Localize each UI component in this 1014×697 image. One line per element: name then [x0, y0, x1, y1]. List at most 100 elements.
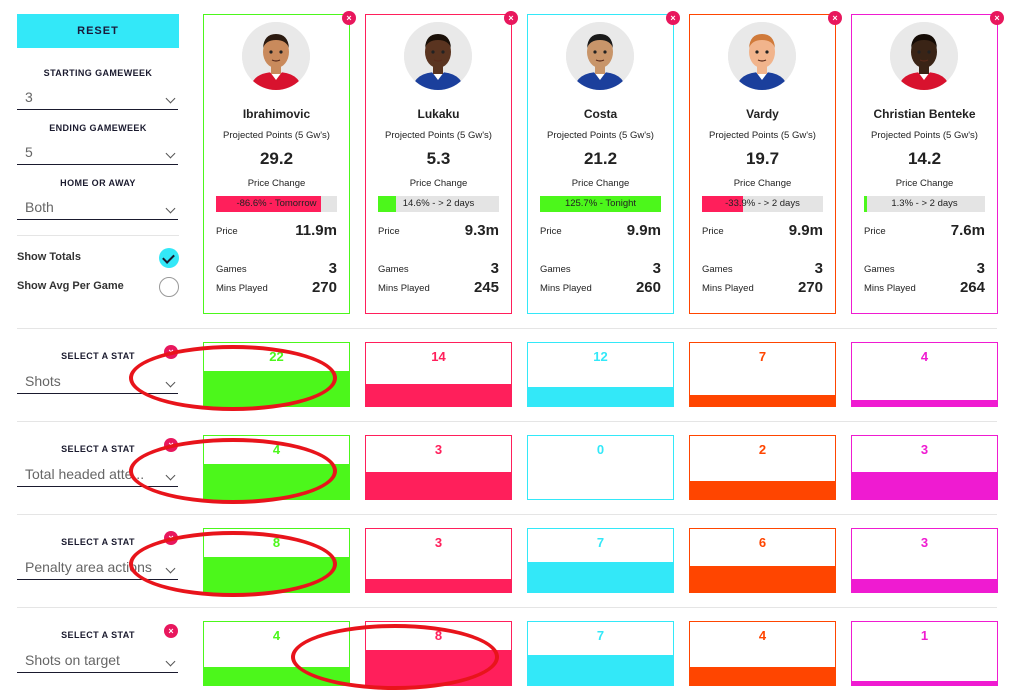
remove-stat-button[interactable]: × [164, 345, 178, 359]
stat-value: 4 [758, 628, 767, 643]
stat-value-box: 4 [851, 342, 998, 407]
ending-gameweek-label: ENDING GAMEWEEK [49, 123, 147, 133]
home-away-select[interactable]: Both [17, 196, 178, 220]
stat-value-box: 2 [689, 435, 836, 500]
reset-button[interactable]: RESET [17, 14, 179, 48]
projected-points-value: 21.2 [583, 149, 618, 168]
stat-value-bar [690, 480, 835, 499]
stat-value-bar [204, 557, 349, 592]
stat-value-box: 4 [689, 621, 836, 686]
remove-player-button[interactable]: × [990, 11, 1004, 25]
price-value: 9.3m [464, 222, 499, 239]
mins-played-value: 270 [311, 279, 337, 296]
stat-value-bar [204, 464, 349, 499]
stat-value-box: 3 [365, 528, 512, 593]
stat-value-bar [528, 387, 673, 406]
player-avatar [890, 22, 958, 90]
price-change-text: 14.6% - > 2 days [402, 198, 475, 209]
stat-select-value: Penalty area actions [25, 559, 152, 575]
stat-value-box: 3 [365, 435, 512, 500]
stat-value: 7 [596, 628, 605, 643]
projected-points-label: Projected Points (5 Gw's) [871, 130, 978, 141]
stat-value-box: 8 [203, 528, 350, 593]
stat-value-box: 12 [527, 342, 674, 407]
stat-value-bar [528, 654, 673, 685]
player-card: Costa Projected Points (5 Gw's) 21.2 Price … [527, 14, 674, 314]
price-change-label: Price Change [247, 178, 306, 189]
price-value: 9.9m [626, 222, 661, 239]
stat-value-bar [366, 578, 511, 592]
player-avatar [728, 22, 796, 90]
stat-value-box: 8 [365, 621, 512, 686]
projected-points-value: 14.2 [907, 149, 942, 168]
mins-played-label: Mins Played [864, 283, 916, 294]
stat-value-bar [366, 471, 511, 499]
player-avatar [242, 22, 310, 90]
price-change-label: Price Change [571, 178, 630, 189]
player-avatar [404, 22, 472, 90]
stat-select[interactable]: Shots [17, 370, 178, 394]
home-away-value: Both [25, 199, 54, 215]
projected-points-value: 29.2 [259, 149, 294, 168]
remove-player-button[interactable]: × [342, 11, 356, 25]
price-change-fill [378, 196, 397, 212]
player-name: Costa [583, 107, 618, 121]
stat-value-box: 4 [203, 621, 350, 686]
stat-value-box: 22 [203, 342, 350, 407]
chevron-down-icon [165, 563, 176, 574]
price-change-bar: -33.9% - > 2 days [702, 196, 823, 212]
remove-stat-button[interactable]: × [164, 531, 178, 545]
stat-select[interactable]: Total headed atte... [17, 463, 178, 487]
player-name: Ibrahimovic [242, 107, 311, 121]
starting-gameweek-select[interactable]: 3 [17, 86, 178, 110]
stat-select-value: Shots on target [25, 652, 120, 668]
projected-points-label: Projected Points (5 Gw's) [547, 130, 654, 141]
select-stat-label: SELECT A STAT [61, 351, 135, 361]
price-change-label: Price Change [733, 178, 792, 189]
player-card: Lukaku Projected Points (5 Gw's) 5.3 Price … [365, 14, 512, 314]
stat-value-bar [366, 650, 511, 685]
player-avatar-icon [242, 22, 310, 90]
stat-select[interactable]: Penalty area actions [17, 556, 178, 580]
ending-gameweek-value: 5 [25, 144, 33, 160]
chevron-down-icon [165, 470, 176, 481]
stat-value: 12 [593, 349, 608, 364]
remove-stat-button[interactable]: × [164, 624, 178, 638]
remove-player-button[interactable]: × [828, 11, 842, 25]
games-value: 3 [652, 260, 661, 277]
remove-stat-button[interactable]: × [164, 438, 178, 452]
games-label: Games [702, 264, 733, 275]
player-card: Ibrahimovic Projected Points (5 Gw's) 29.2… [203, 14, 350, 314]
show-totals-checkbox[interactable] [159, 248, 179, 268]
stat-value-box: 7 [527, 528, 674, 593]
mins-played-label: Mins Played [378, 283, 430, 294]
player-name: Vardy [746, 107, 779, 121]
stat-select[interactable]: Shots on target [17, 649, 178, 673]
remove-player-button[interactable]: × [504, 11, 518, 25]
chevron-down-icon [165, 656, 176, 667]
divider [17, 328, 997, 329]
price-value: 7.6m [950, 222, 985, 239]
stat-select-value: Total headed atte... [25, 466, 145, 482]
stat-value: 0 [596, 442, 605, 457]
chevron-down-icon [165, 93, 176, 104]
price-label: Price [540, 226, 562, 237]
player-card: Vardy Projected Points (5 Gw's) 19.7 Price … [689, 14, 836, 314]
games-value: 3 [976, 260, 985, 277]
player-avatar-icon [404, 22, 472, 90]
stat-value: 4 [272, 442, 281, 457]
chevron-down-icon [165, 203, 176, 214]
price-label: Price [216, 226, 238, 237]
ending-gameweek-select[interactable]: 5 [17, 141, 178, 165]
projected-points-label: Projected Points (5 Gw's) [223, 130, 330, 141]
price-change-text: 125.7% - Tonight [564, 198, 637, 209]
price-change-text: -33.9% - > 2 days [725, 198, 800, 209]
price-change-bar: 1.3% - > 2 days [864, 196, 985, 212]
stat-value-bar [690, 395, 835, 406]
stat-value: 1 [920, 628, 929, 643]
stat-value-box: 3 [851, 435, 998, 500]
show-avg-checkbox[interactable] [159, 277, 179, 297]
stat-value-bar [690, 667, 835, 685]
games-label: Games [540, 264, 571, 275]
remove-player-button[interactable]: × [666, 11, 680, 25]
